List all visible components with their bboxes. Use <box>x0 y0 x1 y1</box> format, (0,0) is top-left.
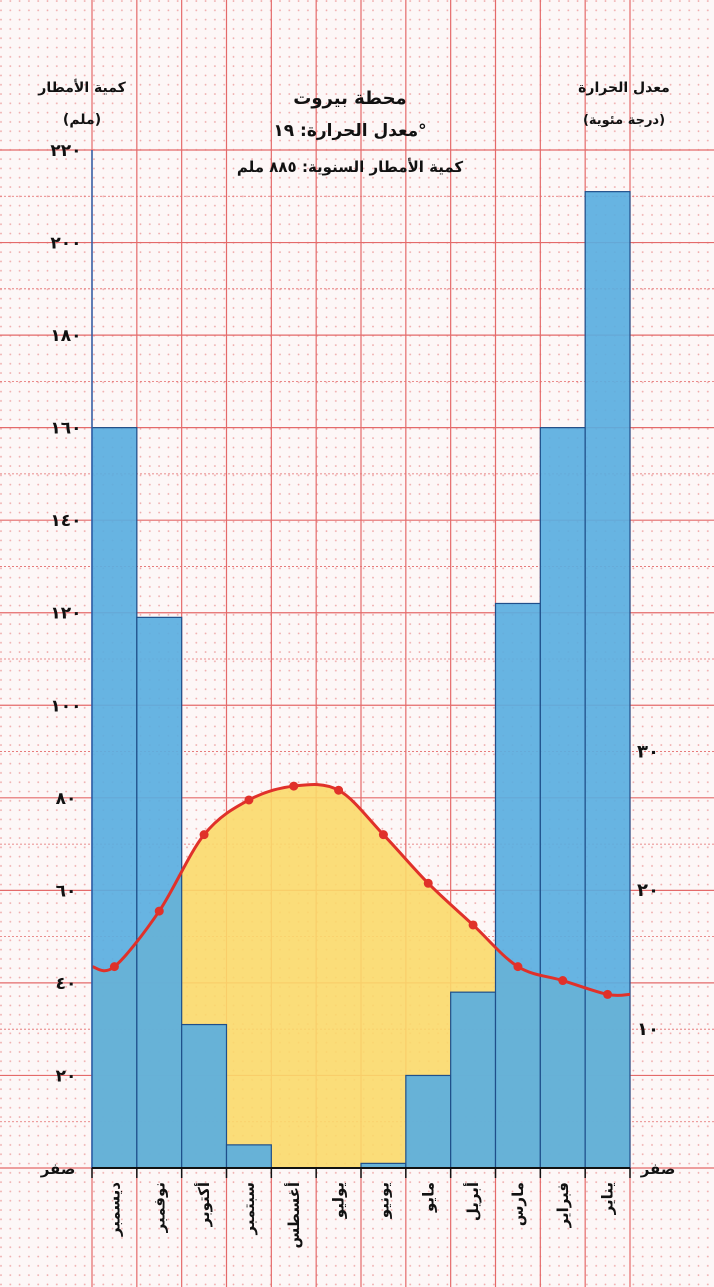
rain-bars <box>91 191 631 1169</box>
temperature-point-5 <box>289 781 299 791</box>
chart-subtitle-temperature: معدل الحرارة: ١٩° <box>273 121 426 141</box>
temperature-point-7 <box>378 830 388 840</box>
rain-tick-label: ١٨٠ <box>50 326 81 346</box>
chart-subtitle-rainfall: كمية الأمطار السنوية: ٨٨٥ ملم <box>237 158 464 176</box>
rain-bar-10 <box>494 602 541 1169</box>
month-label: نوفمبر <box>150 1182 168 1233</box>
rain-tick-label: ٢٠ <box>56 1066 77 1086</box>
month-label: يناير <box>599 1182 617 1215</box>
rain-bar-2 <box>136 616 183 1169</box>
temperature-point-12 <box>603 989 613 999</box>
rain-tick-label: ٤٠ <box>56 974 77 994</box>
rain-tick-label: صفر <box>40 1160 76 1178</box>
rain-tick-label: ١٠٠ <box>50 696 81 716</box>
right-axis-title: معدل الحرارة <box>578 80 670 96</box>
axes: صفر ٢٠ ٤٠ ٦٠ ٨٠ ١٠٠ ١٢٠ ١٤٠ ١٦٠ ١٨٠ ٢٠٠ ٢٢٠ صفر ١٠ ٢٠ ٣… <box>40 141 676 1248</box>
month-label: أكتوبر <box>194 1182 213 1227</box>
month-label: يونيو <box>374 1182 392 1219</box>
rain-bar-8 <box>405 1074 452 1169</box>
rain-tick-label: ١٤٠ <box>50 511 81 531</box>
temperature-curve <box>91 781 631 999</box>
month-label: مايو <box>419 1182 437 1213</box>
rain-bar-4 <box>225 1144 272 1169</box>
rain-bar-9 <box>450 991 497 1169</box>
month-label: ديسمبر <box>105 1182 123 1237</box>
temperature-tick-label: صفر <box>640 1160 676 1178</box>
temperature-point-6 <box>334 785 344 795</box>
month-label: سبتمبر <box>240 1182 258 1236</box>
temperature-point-8 <box>423 878 433 888</box>
chart-title: محطة بيروت <box>293 88 406 109</box>
temperature-point-1 <box>109 962 119 972</box>
month-label: أبريل <box>463 1182 482 1221</box>
month-label: فبراير <box>554 1182 572 1228</box>
temperature-point-9 <box>468 920 478 930</box>
rain-bar-12 <box>584 191 631 1169</box>
rain-tick-label: ٢٢٠ <box>50 141 81 161</box>
rain-tick-label: ١٦٠ <box>50 419 81 439</box>
temperature-tick-label: ٣٠ <box>637 741 659 762</box>
month-label: يوليو <box>330 1182 348 1219</box>
month-label: مارس <box>509 1182 527 1226</box>
rain-tick-label: ٨٠ <box>56 789 77 809</box>
rain-bar-3 <box>181 1023 228 1169</box>
rain-bar-11 <box>539 427 586 1169</box>
temperature-point-10 <box>513 962 523 972</box>
rain-tick-label: ١٢٠ <box>50 604 81 624</box>
temperature-point-11 <box>558 976 568 986</box>
left-axis-title: كمية الأمطار <box>37 79 126 96</box>
temperature-tick-label: ١٠ <box>637 1019 659 1040</box>
month-label: أغسطس <box>284 1182 303 1248</box>
right-axis-unit: (درجة مئوية) <box>583 113 665 128</box>
rain-tick-label: ٦٠ <box>56 881 77 901</box>
temperature-point-3 <box>199 830 209 840</box>
temperature-point-2 <box>154 906 164 916</box>
rain-tick-label: ٢٠٠ <box>50 234 81 254</box>
temperature-tick-label: ٢٠ <box>637 880 659 901</box>
temperature-point-4 <box>244 795 254 805</box>
rain-bar-1 <box>91 427 138 1169</box>
left-axis-unit: (ملم) <box>63 112 101 128</box>
